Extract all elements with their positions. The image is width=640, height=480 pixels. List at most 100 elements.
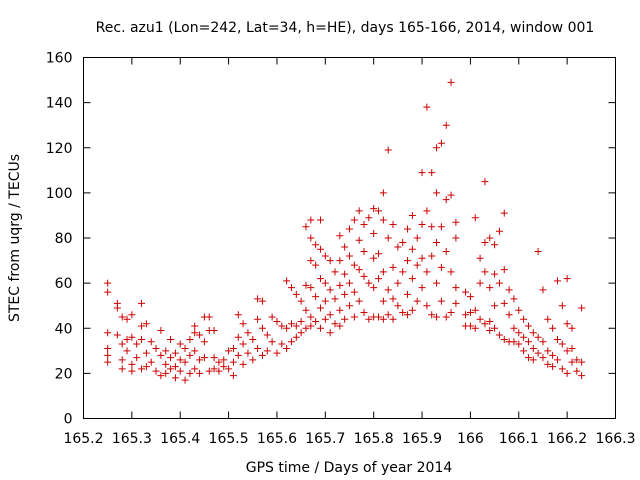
data-point xyxy=(118,356,126,364)
data-point xyxy=(234,351,242,359)
y-tick-label: 120 xyxy=(46,141,73,157)
data-point xyxy=(336,257,344,265)
data-point xyxy=(505,286,513,294)
data-point xyxy=(355,207,363,215)
data-point xyxy=(433,144,441,152)
data-point xyxy=(215,367,223,375)
data-point xyxy=(229,372,237,380)
data-point xyxy=(553,336,561,344)
x-tick-label: 165.2 xyxy=(63,431,103,447)
data-point xyxy=(196,331,204,339)
data-point xyxy=(346,279,353,287)
data-point xyxy=(210,365,218,373)
data-point xyxy=(578,372,586,380)
data-point xyxy=(433,313,441,321)
data-point xyxy=(171,363,179,371)
data-point xyxy=(495,279,503,287)
data-point xyxy=(292,333,300,341)
data-point xyxy=(462,311,470,319)
data-point xyxy=(176,367,184,375)
data-point xyxy=(529,329,537,337)
data-point xyxy=(428,223,436,231)
data-point xyxy=(573,356,581,364)
data-point xyxy=(162,360,170,368)
data-point xyxy=(254,295,262,303)
x-tick-label: 166.2 xyxy=(547,431,587,447)
data-point xyxy=(423,103,431,111)
y-axis-label: STEC from uqrg / TECUs xyxy=(7,154,23,322)
data-point xyxy=(394,302,402,310)
data-point xyxy=(205,313,213,321)
data-point xyxy=(360,272,368,280)
data-point xyxy=(133,354,141,362)
data-point xyxy=(254,345,262,353)
data-point xyxy=(200,338,208,346)
data-point xyxy=(520,315,528,323)
data-point xyxy=(162,347,170,355)
data-point xyxy=(225,365,233,373)
data-point xyxy=(481,268,489,276)
data-point xyxy=(104,345,112,353)
data-point xyxy=(229,345,237,353)
y-axis: 0 20 40 60 80 100 120 140 160 xyxy=(46,51,616,428)
data-point xyxy=(384,146,392,154)
data-point xyxy=(331,268,339,276)
data-point xyxy=(442,313,450,321)
data-point xyxy=(302,223,310,231)
data-point xyxy=(447,308,455,316)
data-point xyxy=(447,268,455,276)
data-point xyxy=(404,311,412,319)
data-point xyxy=(375,207,383,215)
data-point xyxy=(239,360,247,368)
data-point xyxy=(113,331,121,339)
data-point xyxy=(104,279,112,287)
data-point xyxy=(336,232,344,240)
y-tick-label: 100 xyxy=(46,186,73,202)
data-point xyxy=(181,358,189,366)
data-point xyxy=(292,322,300,330)
data-point xyxy=(355,266,363,274)
data-point xyxy=(234,311,242,319)
data-point xyxy=(539,338,547,346)
data-point xyxy=(167,354,175,362)
data-point xyxy=(495,331,503,339)
data-point xyxy=(350,288,358,296)
data-point xyxy=(452,299,460,307)
data-point xyxy=(379,268,387,276)
data-point xyxy=(481,239,489,247)
data-point xyxy=(138,365,146,373)
x-tick-label: 165.8 xyxy=(354,431,394,447)
data-point xyxy=(476,315,484,323)
data-point xyxy=(466,308,474,316)
data-point xyxy=(138,336,146,344)
data-point xyxy=(118,340,126,348)
data-point xyxy=(365,279,373,287)
data-point xyxy=(418,254,426,262)
data-point xyxy=(404,225,412,233)
data-point xyxy=(466,322,474,330)
data-point xyxy=(408,275,416,283)
data-point xyxy=(404,290,412,298)
data-point xyxy=(437,263,445,271)
data-point xyxy=(200,354,208,362)
data-point xyxy=(326,329,334,337)
data-point xyxy=(568,324,576,332)
data-point xyxy=(375,250,383,258)
data-point xyxy=(534,349,542,357)
data-point xyxy=(191,329,199,337)
data-point xyxy=(433,239,441,247)
data-point xyxy=(399,239,407,247)
data-point xyxy=(529,345,537,353)
data-point xyxy=(210,327,218,335)
data-point xyxy=(152,345,160,353)
data-point xyxy=(283,277,291,285)
data-point xyxy=(138,299,146,307)
data-point xyxy=(476,279,484,287)
data-point xyxy=(563,275,571,283)
data-point xyxy=(384,234,392,242)
data-point xyxy=(437,223,445,231)
data-point xyxy=(321,297,329,305)
data-point xyxy=(486,317,494,325)
data-point xyxy=(452,234,460,242)
